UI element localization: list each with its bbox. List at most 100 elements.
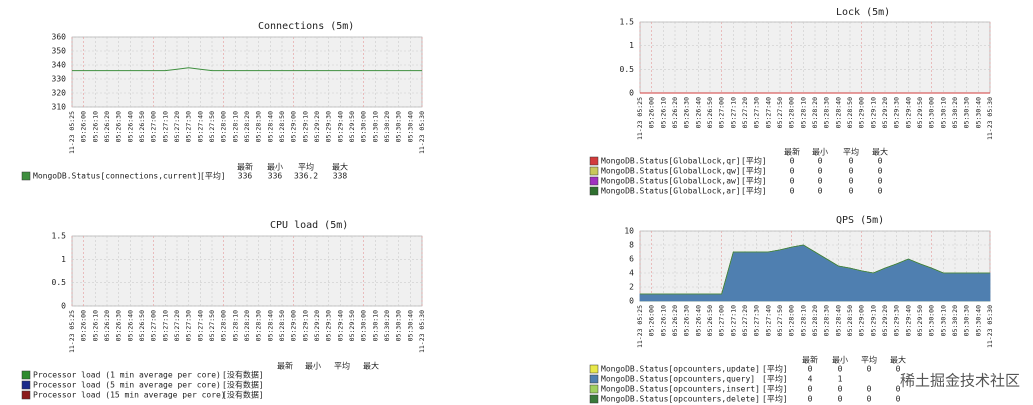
legend-header: 最大 — [363, 361, 379, 371]
x-tick-label: 05:29:00 — [858, 97, 866, 128]
x-tick-label: 05:26:40 — [126, 310, 134, 341]
y-tick-label: 8 — [629, 241, 634, 250]
y-tick-label: 320 — [52, 89, 67, 98]
watermark: 稀土掘金技术社区 — [900, 372, 1020, 390]
legend-swatch — [589, 364, 599, 374]
legend-name: MongoDB.Status[GlobalLock,aw] — [601, 177, 741, 186]
y-tick-label: 4 — [629, 269, 634, 278]
legend-function: [平均] — [762, 384, 788, 394]
x-tick-label: 05:26:10 — [659, 305, 667, 336]
x-tick-label: 05:28:30 — [823, 97, 831, 128]
x-tick-label: 05:27:30 — [185, 111, 193, 142]
x-tick-label: 05:27:50 — [208, 310, 216, 341]
x-tick-label: 05:27:50 — [776, 305, 784, 336]
x-tick-label: 05:28:20 — [243, 310, 251, 341]
x-tick-label: 05:26:30 — [115, 310, 123, 341]
x-tick-label: 05:28:40 — [266, 310, 274, 341]
x-tick-label: 05:26:30 — [683, 97, 691, 128]
x-tick-label: 05:26:20 — [671, 97, 679, 128]
x-tick-label: 05:28:10 — [231, 111, 239, 142]
x-tick-label: 05:26:20 — [671, 305, 679, 336]
legend-stat: 0 — [790, 157, 795, 166]
x-tick-label: 05:27:40 — [196, 111, 204, 142]
x-tick-label: 05:29:30 — [893, 97, 901, 128]
x-tick-label: 05:28:30 — [255, 111, 263, 142]
x-tick-label: 11-23 05:30 — [418, 111, 426, 154]
legend-function: [平均] — [741, 186, 767, 196]
y-tick-label: 1.5 — [620, 18, 635, 27]
legend-function: [平均] — [762, 394, 788, 404]
x-tick-label: 05:27:30 — [753, 305, 761, 336]
x-tick-label: 05:26:40 — [694, 97, 702, 128]
legend-stat: 1 — [838, 375, 843, 384]
legend-header: 最新 — [802, 355, 818, 365]
x-tick-label: 05:26:40 — [126, 111, 134, 142]
legend-header: 最大 — [872, 147, 888, 157]
legend-stat: 0 — [867, 395, 872, 404]
chart-title: Connections (5m) — [258, 21, 354, 32]
legend-header: 最新 — [237, 162, 253, 172]
x-tick-label: 05:27:50 — [208, 111, 216, 142]
legend-header: 平均 — [334, 361, 350, 371]
x-tick-label: 05:29:40 — [904, 305, 912, 336]
x-tick-label: 05:30:00 — [928, 97, 936, 128]
y-tick-label: 1 — [629, 41, 634, 50]
x-tick-label: 05:26:10 — [91, 111, 99, 142]
x-tick-label: 05:30:20 — [951, 97, 959, 128]
y-tick-label: 0.5 — [52, 278, 67, 287]
legend-stat: 0 — [818, 187, 823, 196]
legend-name: MongoDB.Status[opcounters,update] — [601, 365, 760, 374]
chart-title: Lock (5m) — [836, 7, 890, 18]
legend-name: Processor load (5 min average per core) — [33, 381, 221, 390]
x-tick-label: 05:26:20 — [103, 310, 111, 341]
legend-swatch — [589, 374, 599, 384]
x-tick-label: 05:29:10 — [301, 310, 309, 341]
legend-function: [没有数据] — [222, 380, 264, 390]
series-area — [640, 244, 990, 295]
x-tick-label: 05:28:00 — [220, 310, 228, 341]
legend-header: 平均 — [843, 147, 859, 157]
x-tick-label: 05:30:30 — [395, 310, 403, 341]
x-tick-label: 05:29:10 — [869, 97, 877, 128]
x-tick-label: 05:30:00 — [928, 305, 936, 336]
x-tick-label: 05:28:10 — [231, 310, 239, 341]
legend-stat: 0 — [838, 385, 843, 394]
legend-stat: 0 — [878, 177, 883, 186]
legend-header: 最大 — [890, 355, 906, 365]
x-tick-label: 05:26:00 — [648, 97, 656, 128]
y-tick-label: 1 — [61, 255, 66, 264]
x-tick-label: 05:29:30 — [893, 305, 901, 336]
x-tick-label: 05:27:50 — [776, 97, 784, 128]
plot-area — [71, 235, 423, 307]
x-tick-label: 05:28:30 — [823, 305, 831, 336]
legend-swatch — [21, 370, 31, 380]
legend-stat: 336 — [238, 172, 253, 181]
legend-function: [平均] — [741, 166, 767, 176]
x-tick-label: 05:27:20 — [173, 111, 181, 142]
x-tick-label: 05:26:50 — [706, 97, 714, 128]
legend-header: 最小 — [305, 362, 321, 371]
legend-stat: 0 — [867, 385, 872, 394]
legend-header: 最小 — [832, 356, 848, 365]
legend-swatch — [589, 384, 599, 394]
legend-stat: 0 — [808, 385, 813, 394]
x-tick-label: 05:26:50 — [706, 305, 714, 336]
x-tick-label: 05:30:20 — [383, 111, 391, 142]
x-tick-label: 05:26:00 — [648, 305, 656, 336]
x-tick-label: 05:28:50 — [846, 305, 854, 336]
x-tick-label: 05:28:50 — [846, 97, 854, 128]
y-tick-label: 0 — [61, 302, 66, 311]
legend-stat: 0 — [808, 395, 813, 404]
x-tick-label: 05:26:10 — [659, 97, 667, 128]
legend-swatch — [589, 186, 599, 196]
x-tick-label: 05:29:10 — [869, 305, 877, 336]
x-tick-label: 05:30:40 — [974, 97, 982, 128]
legend-function: [平均] — [762, 374, 788, 384]
legend-header: 最小 — [267, 163, 283, 172]
legend-swatch — [589, 166, 599, 176]
legend-name: MongoDB.Status[GlobalLock,qw] — [601, 167, 741, 176]
x-tick-label: 05:30:00 — [360, 310, 368, 341]
legend-function: [平均] — [741, 176, 767, 186]
x-tick-label: 05:26:30 — [683, 305, 691, 336]
legend-name: MongoDB.Status[opcounters,delete] — [601, 395, 760, 404]
